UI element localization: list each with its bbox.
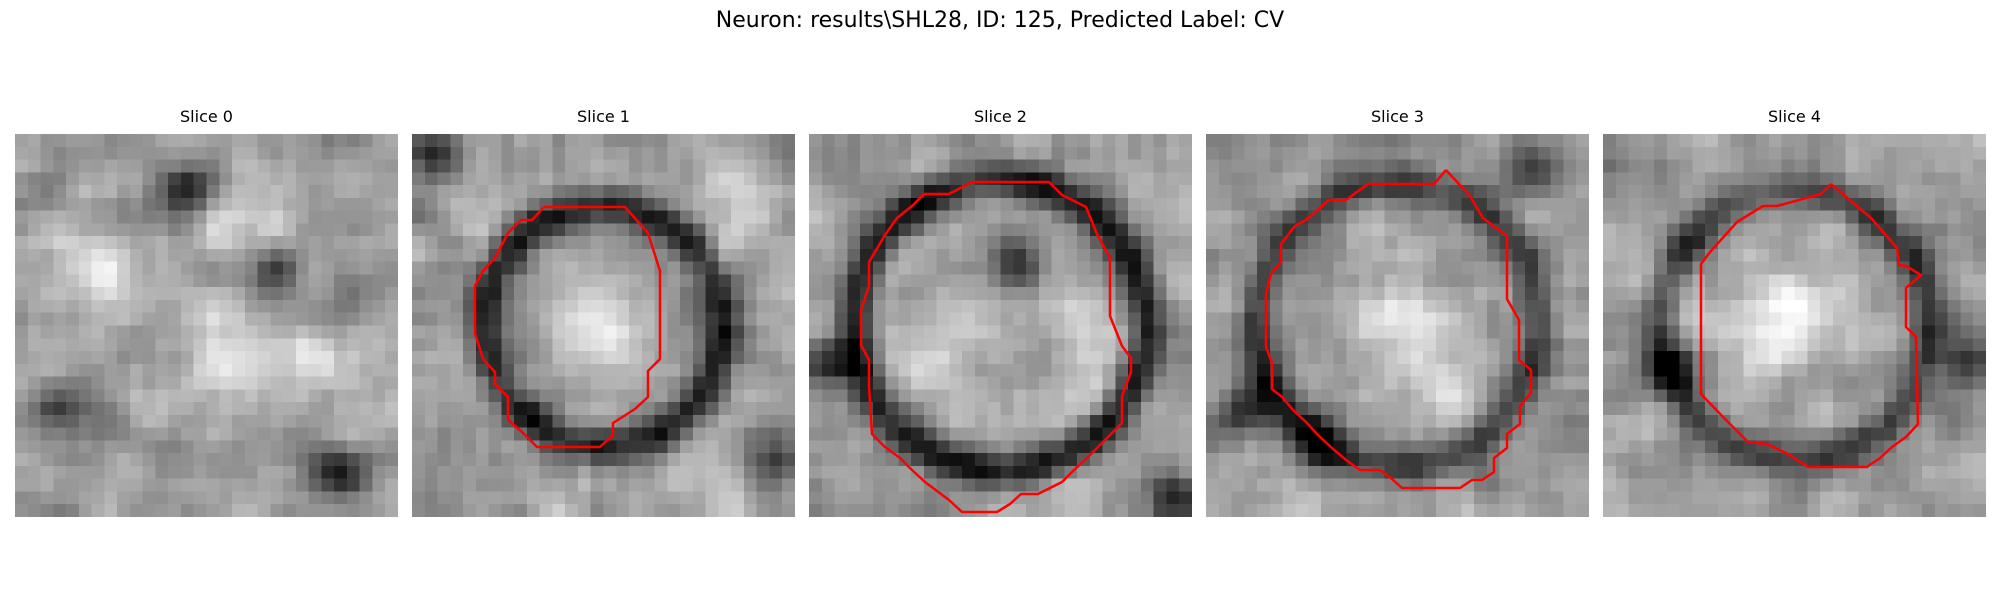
slice-image-2 bbox=[809, 134, 1192, 517]
slice-title-1: Slice 1 bbox=[577, 107, 630, 126]
figure-title: Neuron: results\SHL28, ID: 125, Predicte… bbox=[715, 8, 1285, 33]
slice-image-0 bbox=[15, 134, 398, 517]
segmentation-contour-4 bbox=[1699, 183, 1923, 469]
slice-panel-4: Slice 4 bbox=[1603, 107, 1986, 517]
slice-panel-3: Slice 3 bbox=[1206, 107, 1589, 517]
slice-panel-1: Slice 1 bbox=[412, 107, 795, 517]
slice-image-3 bbox=[1206, 134, 1589, 517]
slice-title-2: Slice 2 bbox=[974, 107, 1027, 126]
slice-panel-0: Slice 0 bbox=[15, 107, 398, 517]
segmentation-contour-3 bbox=[1264, 169, 1533, 490]
segmentation-contour-1 bbox=[473, 205, 662, 449]
slice-title-0: Slice 0 bbox=[180, 107, 233, 126]
slice-title-4: Slice 4 bbox=[1768, 107, 1821, 126]
slice-title-3: Slice 3 bbox=[1371, 107, 1424, 126]
segmentation-contour-2 bbox=[859, 180, 1133, 514]
slice-image-4 bbox=[1603, 134, 1986, 517]
slice-panel-2: Slice 2 bbox=[809, 107, 1192, 517]
